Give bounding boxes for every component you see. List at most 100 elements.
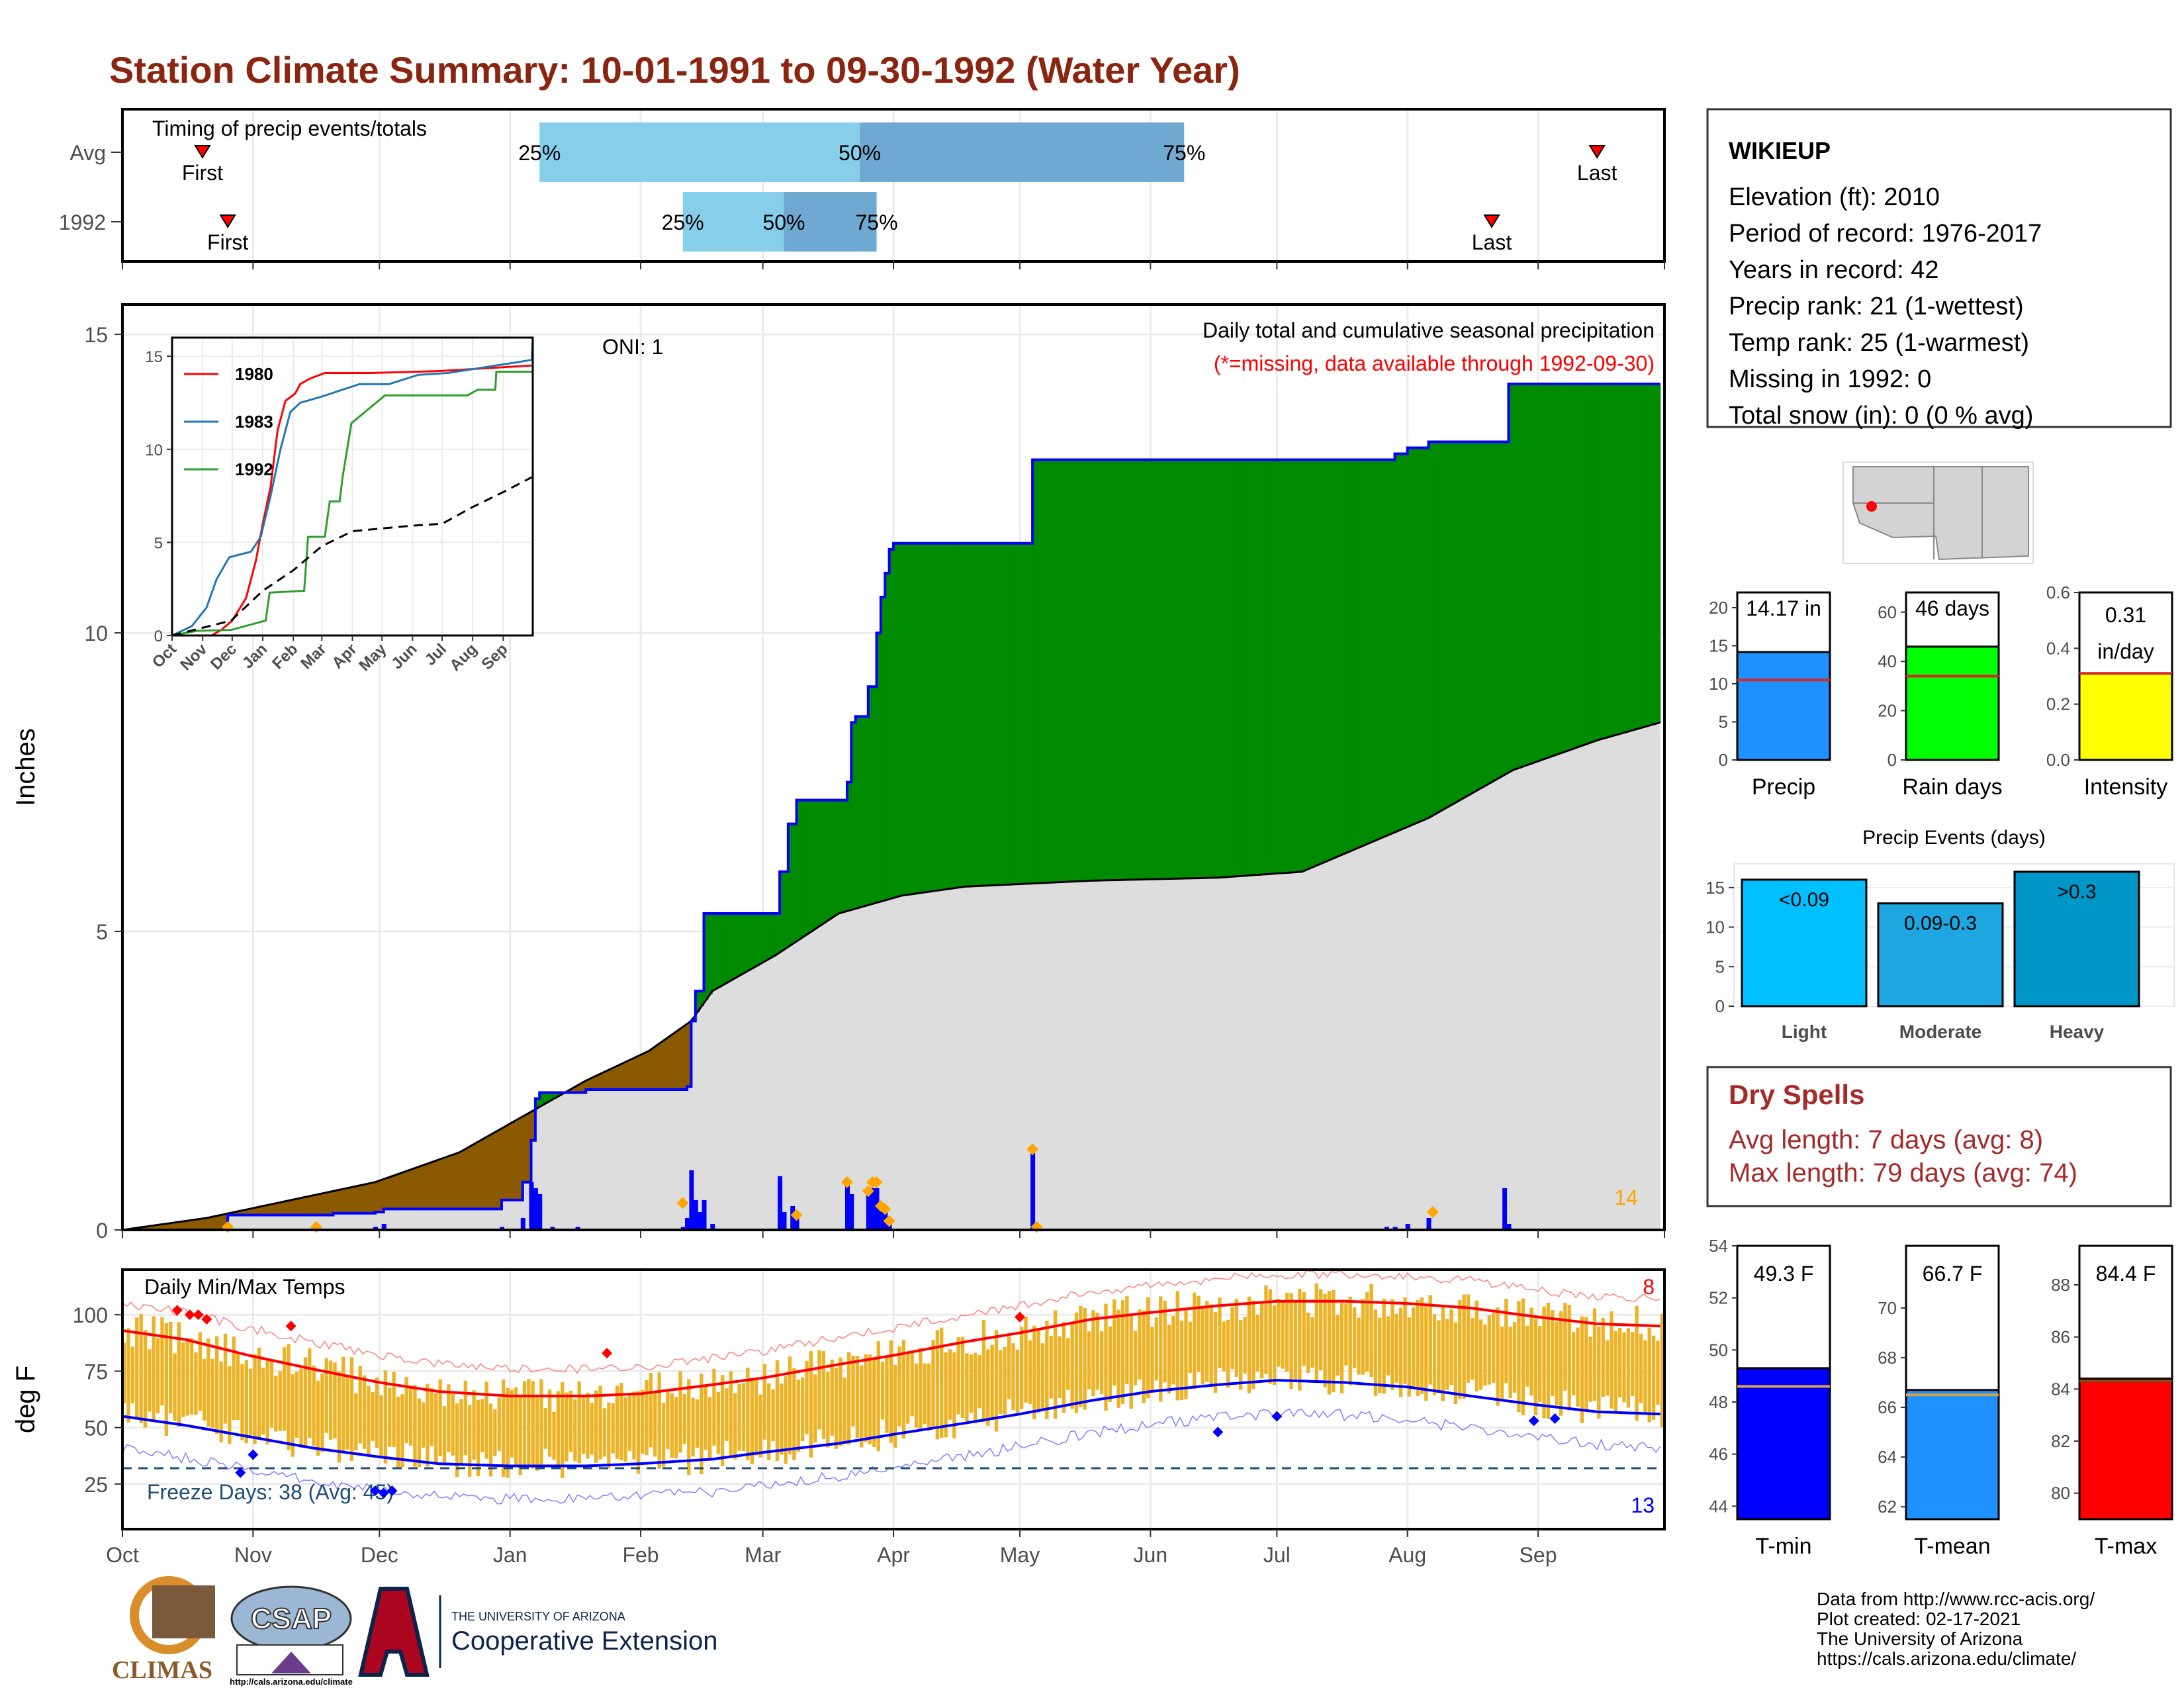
daily-temp-bar [1416, 1299, 1420, 1397]
daily-temp-bar [1079, 1305, 1083, 1407]
daily-temp-bar [1357, 1317, 1361, 1375]
timing-bar-q50-q75 [784, 192, 877, 252]
cumulative-surplus-area [1424, 447, 1430, 820]
cumulative-deficit-area [569, 1089, 574, 1093]
cumulative-surplus-area [860, 716, 865, 908]
cumulative-deficit-area [666, 1037, 671, 1090]
daily-precip-bar [550, 1227, 555, 1230]
cumulative-surplus-area [1095, 459, 1101, 881]
temps-ytick-label: 100 [73, 1303, 108, 1327]
cumulative-surplus-area [1133, 459, 1138, 880]
cumulative-surplus-area [741, 913, 747, 974]
cumulative-surplus-area [1104, 459, 1109, 880]
daily-temp-bar [590, 1403, 594, 1455]
cumulative-deficit-area [417, 1166, 422, 1209]
cumulative-surplus-area [1230, 459, 1236, 877]
record-low-marker [248, 1449, 259, 1460]
cumulative-surplus-area [1302, 459, 1307, 871]
daily-temp-bar [447, 1384, 451, 1452]
cumulative-deficit-area [426, 1163, 431, 1209]
cumulative-deficit-area [573, 1086, 578, 1093]
precip-events-bar-label: >0.3 [2057, 881, 2096, 903]
page-title: Station Climate Summary: 10-01-1991 to 0… [109, 49, 1240, 91]
cumulative-deficit-area [434, 1160, 439, 1209]
mini_intensity-ytick-label: 0.2 [2046, 694, 2070, 714]
mini_precip-ytick-label: 5 [1719, 712, 1728, 732]
daily-temp-bar [451, 1393, 455, 1456]
daily-temp-bar [678, 1371, 682, 1453]
daily-temp-bar [535, 1397, 539, 1471]
cumulative-surplus-area [1074, 459, 1079, 882]
daily-temp-bar [1432, 1314, 1437, 1395]
cumulative-surplus-area [868, 686, 873, 905]
daily-temp-bar [177, 1322, 181, 1427]
cumulative-deficit-area [674, 1031, 679, 1090]
cumulative-surplus-area [1175, 459, 1181, 879]
cumulative-deficit-area [649, 1049, 654, 1090]
daily-temp-bar [1479, 1319, 1483, 1390]
mini_tmin-ytick-label: 54 [1709, 1236, 1728, 1256]
daily-temp-bar [1070, 1324, 1074, 1409]
cumulative-deficit-area [177, 1221, 182, 1230]
daily-precip-bar [874, 1188, 880, 1230]
daily-temp-bar [261, 1368, 265, 1434]
daily-temp-bar [282, 1347, 287, 1431]
daily-temp-bar [1453, 1322, 1458, 1405]
daily-temp-bar [981, 1320, 986, 1423]
ua-logo-bottom-text: Cooperative Extension [451, 1626, 717, 1656]
cumulative-surplus-area [1197, 459, 1202, 878]
inset-series-line-1983 [171, 337, 534, 637]
daily-temp-bar [152, 1316, 156, 1421]
cumulative-surplus-area [1154, 459, 1160, 880]
cumulative-deficit-area [367, 1183, 372, 1213]
month-axis-label: Jun [1134, 1543, 1168, 1567]
cumulative-surplus-area [830, 800, 835, 918]
mini_tmax-category-label: T-max [2095, 1534, 2157, 1559]
cumulative-deficit-area [219, 1215, 224, 1230]
cumulative-surplus-area [965, 543, 970, 887]
record-high-marker [193, 1309, 204, 1321]
cumulative-surplus-area [1403, 453, 1408, 828]
daily-temp-bar [1394, 1313, 1398, 1383]
cumulative-surplus-area [1386, 459, 1391, 835]
daily-temp-bar [130, 1346, 135, 1404]
daily-temp-bar [1386, 1316, 1390, 1376]
cumulative-surplus-area [813, 800, 819, 929]
daily-precip-marker [790, 1209, 803, 1221]
daily-temp-bar [417, 1398, 421, 1468]
daily-temp-bar [1610, 1311, 1614, 1409]
avg-tmax-line [122, 1299, 1661, 1397]
cumulative-surplus-area [826, 800, 831, 921]
cumulative-surplus-area [1656, 383, 1661, 724]
daily-temp-bar [1340, 1303, 1344, 1393]
daily-temp-bar [598, 1385, 602, 1460]
daily-temp-bar [299, 1368, 303, 1448]
cumulative-surplus-area [1289, 459, 1295, 872]
cumulative-surplus-area [1192, 459, 1197, 878]
cumulative-surplus-area [1496, 442, 1501, 779]
daily-temp-bar [969, 1354, 973, 1413]
cumulative-surplus-area [1285, 459, 1291, 873]
cumulative-surplus-area [1525, 383, 1530, 765]
daily-temp-bar [1095, 1312, 1099, 1390]
daily-temp-bar [762, 1364, 767, 1440]
cumulative-deficit-area [518, 1117, 523, 1200]
daily-temp-bar [965, 1353, 969, 1422]
daily-temp-bar [1053, 1310, 1058, 1419]
daily-precip-bar [710, 1223, 715, 1230]
daily-temp-bar [198, 1332, 202, 1411]
daily-temp-bar [143, 1330, 148, 1428]
record-max-line [122, 1270, 1661, 1374]
daily-temp-bar [1125, 1296, 1129, 1385]
daily-temp-bar [514, 1387, 518, 1468]
daily-temp-bar [1281, 1300, 1285, 1369]
footer-credit-line: https://cals.arizona.edu/climate/ [1817, 1648, 2076, 1669]
daily-temp-bar [1040, 1343, 1045, 1410]
daily-temp-bar [657, 1372, 661, 1469]
daily-temp-bar [1259, 1303, 1264, 1379]
cumulative-deficit-area [173, 1222, 178, 1230]
daily-precip-bar [533, 1188, 538, 1230]
daily-temp-bar [122, 1342, 126, 1403]
daily-temp-bar [1605, 1340, 1610, 1396]
